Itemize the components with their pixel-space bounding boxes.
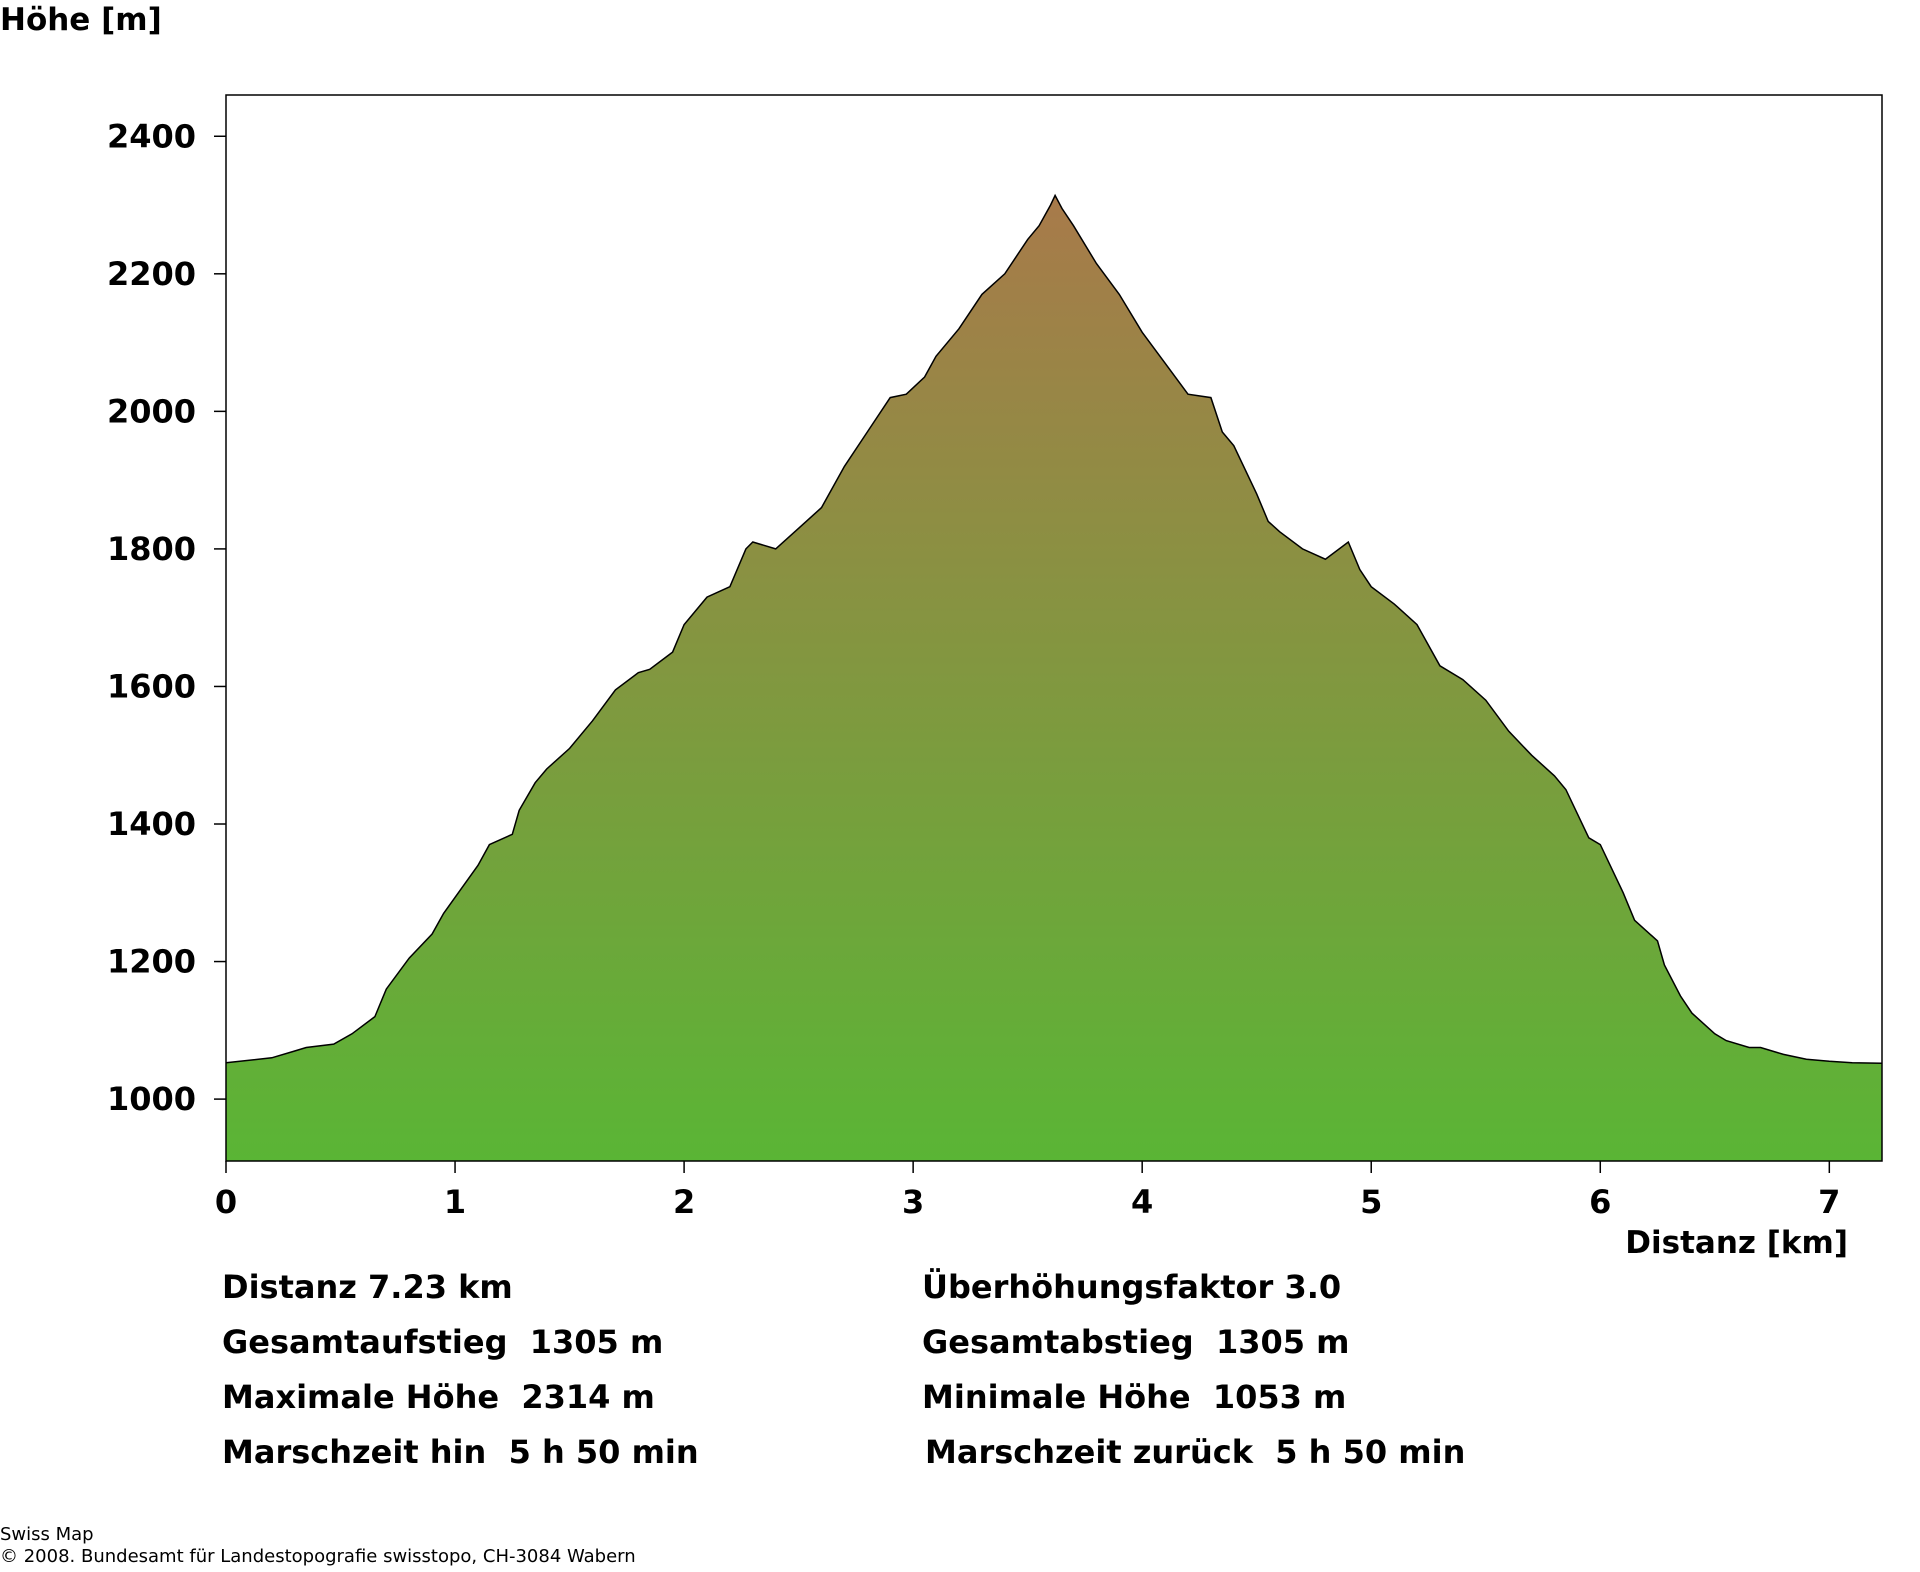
x-tick-label: 7 bbox=[1818, 1183, 1840, 1221]
stat-max-height: Maximale Höhe 2314 m bbox=[222, 1378, 655, 1416]
elevation-profile-chart: 1000 1200 1400 1600 1800 2000 2200 2400 0 1 2 3 4 5 6 7 bbox=[107, 94, 1883, 1221]
stat-min-height: Minimale Höhe 1053 m bbox=[922, 1378, 1347, 1416]
x-tick-label: 0 bbox=[215, 1183, 237, 1221]
stat-time-out: Marschzeit hin 5 h 50 min bbox=[222, 1433, 699, 1471]
x-tick-label: 1 bbox=[444, 1183, 466, 1221]
y-tick-label: 2000 bbox=[107, 392, 196, 430]
y-tick-label: 1800 bbox=[107, 530, 196, 568]
elevation-area bbox=[226, 195, 1882, 1161]
y-tick-label: 1000 bbox=[107, 1080, 196, 1118]
footer-source: Swiss Map bbox=[0, 1524, 94, 1545]
y-tick-label: 1400 bbox=[107, 805, 196, 843]
y-tick-label: 1200 bbox=[107, 943, 196, 981]
x-tick-label: 2 bbox=[673, 1183, 695, 1221]
y-tick-label: 2200 bbox=[107, 255, 196, 293]
y-tick-label: 1600 bbox=[107, 667, 196, 705]
plot-frame bbox=[225, 94, 1883, 1162]
stat-descent: Gesamtabstieg 1305 m bbox=[922, 1323, 1350, 1361]
stat-ascent: Gesamtaufstieg 1305 m bbox=[222, 1323, 664, 1361]
x-tick-label: 4 bbox=[1131, 1183, 1153, 1221]
stat-exaggeration: Überhöhungsfaktor 3.0 bbox=[922, 1268, 1342, 1306]
x-tick-label: 3 bbox=[902, 1183, 924, 1221]
y-tick-label: 2400 bbox=[107, 117, 196, 155]
elevation-line bbox=[225, 193, 1883, 1065]
x-tick-label: 5 bbox=[1360, 1183, 1382, 1221]
y-axis-label: Höhe [m] bbox=[0, 2, 162, 38]
footer-copyright: © 2008. Bundesamt für Landestopografie s… bbox=[0, 1546, 636, 1567]
stat-time-back: Marschzeit zurück 5 h 50 min bbox=[925, 1433, 1466, 1471]
stat-distance: Distanz 7.23 km bbox=[222, 1268, 513, 1306]
x-tick-label: 6 bbox=[1589, 1183, 1611, 1221]
x-axis-label: Distanz [km] bbox=[1625, 1225, 1848, 1261]
